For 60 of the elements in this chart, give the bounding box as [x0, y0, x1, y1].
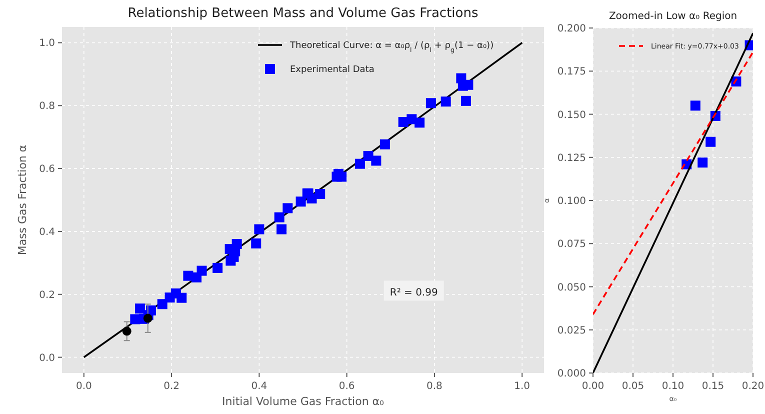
x-tick-label: 0.6 [338, 381, 355, 392]
point [276, 224, 287, 234]
point [157, 299, 168, 310]
point [440, 96, 451, 107]
point [354, 158, 365, 169]
x-tick-label: 0.20 [742, 381, 764, 392]
y-tick-label: 0.100 [557, 196, 586, 207]
point [254, 224, 264, 234]
y-tick-label: 0.000 [557, 368, 586, 380]
y-tick-label: 0.025 [557, 325, 586, 336]
point [706, 136, 716, 147]
y-tick-label: 0.0 [39, 352, 55, 364]
point [461, 96, 472, 106]
point [296, 196, 306, 207]
y-tick-label: 0.075 [557, 239, 586, 250]
legend-label: Experimental Data [290, 65, 374, 76]
point [426, 98, 436, 108]
y-tick-label: 0.175 [557, 66, 586, 78]
x-tick-label: 0.05 [622, 381, 644, 392]
y-tick-label: 0.8 [39, 101, 55, 112]
point [212, 262, 223, 273]
point [134, 304, 145, 314]
point [251, 238, 262, 248]
x-tick-label: 1.0 [514, 381, 530, 392]
y-tick-label: 0.200 [557, 24, 586, 34]
x-tick-label: 0.00 [582, 381, 604, 392]
point [698, 158, 708, 168]
point [414, 118, 425, 128]
point [371, 156, 382, 166]
point [196, 266, 207, 276]
point [130, 314, 140, 324]
chart-title: Zoomed-in Low α₀ Region [608, 11, 738, 22]
y-axis-title: Mass Gas Fraction α [16, 144, 29, 256]
legend-label: Theoretical Curve: α = α₀ρ$_{l}$ / (ρ$_{l}$ + ρ$_{g}$(1 − α₀)) [289, 41, 494, 54]
annotation: R² = 0.99 [390, 288, 438, 299]
y-tick-label: 0.6 [39, 164, 55, 176]
x-axis-title: Initial Volume Gas Fraction α₀ [222, 395, 385, 408]
y-tick-label: 1.0 [39, 38, 55, 50]
point [143, 314, 152, 323]
x-tick-label: 0.2 [164, 381, 180, 392]
x-tick-label: 0.0 [76, 381, 92, 392]
x-tick-label: 0.10 [662, 381, 684, 392]
point [122, 326, 132, 336]
y-tick-label: 0.050 [557, 282, 586, 294]
y-tick-label: 0.125 [557, 152, 586, 164]
x-tick-label: 0.8 [426, 381, 442, 392]
point [380, 139, 390, 150]
x-tick-label: 0.4 [251, 381, 268, 392]
y-tick-label: 0.150 [557, 110, 586, 121]
point [176, 292, 187, 303]
point [274, 212, 284, 222]
x-tick-label: 0.15 [702, 381, 724, 392]
point [282, 203, 293, 214]
y-tick-label: 0.2 [39, 290, 55, 301]
point [690, 100, 700, 111]
line-series [83, 42, 523, 358]
point [232, 239, 242, 250]
chart-title: Relationship Between Mass and Volume Gas Fractions [128, 6, 478, 21]
point [315, 189, 326, 200]
y-tick-label: 0.4 [39, 226, 55, 238]
